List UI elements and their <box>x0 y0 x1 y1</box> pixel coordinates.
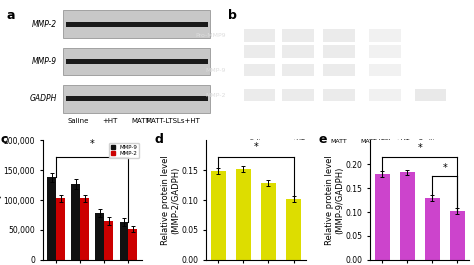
Text: d: d <box>155 133 164 146</box>
Bar <box>119 222 128 260</box>
Bar <box>450 211 465 260</box>
Bar <box>283 45 314 58</box>
Bar <box>369 64 401 76</box>
Text: +HT: +HT <box>291 139 305 144</box>
Bar <box>323 64 355 76</box>
Text: MMP-2: MMP-2 <box>205 93 226 98</box>
Text: MMP-9: MMP-9 <box>205 68 226 73</box>
Bar <box>283 29 314 42</box>
Bar <box>369 29 401 42</box>
Bar <box>65 22 208 26</box>
Bar <box>95 213 104 260</box>
Text: Saline: Saline <box>67 118 89 123</box>
Bar <box>211 171 226 260</box>
Bar <box>323 89 355 101</box>
Bar <box>104 221 113 260</box>
Bar <box>415 89 447 101</box>
Bar <box>286 199 301 260</box>
Bar <box>56 198 65 260</box>
Text: +HT: +HT <box>102 118 117 123</box>
Text: Positive: Positive <box>419 139 443 144</box>
Text: *: * <box>442 163 447 173</box>
Bar <box>369 45 401 58</box>
Text: MMP-2: MMP-2 <box>32 20 57 29</box>
Bar <box>261 183 276 260</box>
Bar <box>236 169 251 260</box>
Text: GADPH: GADPH <box>30 94 57 103</box>
Bar <box>369 89 401 101</box>
Text: MATT-LTSLs+HT: MATT-LTSLs+HT <box>145 118 200 123</box>
Text: MATT: MATT <box>331 139 347 144</box>
Y-axis label: Gelatinase activity
(arbitrary units): Gelatinase activity (arbitrary units) <box>0 161 2 239</box>
Bar <box>64 85 210 113</box>
Bar <box>244 29 275 42</box>
Text: b: b <box>228 9 237 22</box>
Bar <box>283 64 314 76</box>
Bar <box>244 89 275 101</box>
Bar <box>80 198 89 260</box>
Text: Pro-MMP9: Pro-MMP9 <box>195 33 226 38</box>
Bar <box>47 178 56 260</box>
Bar <box>71 184 80 260</box>
Bar <box>323 45 355 58</box>
Bar <box>244 45 275 58</box>
Text: MMP-9: MMP-9 <box>32 57 57 66</box>
Bar <box>65 59 208 64</box>
Text: a: a <box>7 9 15 22</box>
Text: Saline: Saline <box>250 139 269 144</box>
Text: MATT-LTSLs+HT: MATT-LTSLs+HT <box>360 139 410 144</box>
Bar <box>400 173 415 260</box>
Y-axis label: Relative protein level
(MMP-2/GADPH): Relative protein level (MMP-2/GADPH) <box>161 155 180 245</box>
Bar <box>283 89 314 101</box>
Bar <box>323 29 355 42</box>
Bar <box>425 198 440 260</box>
Bar <box>374 174 390 260</box>
Legend: MMP-9, MMP-2: MMP-9, MMP-2 <box>109 143 139 158</box>
Bar <box>128 229 137 260</box>
Bar <box>244 64 275 76</box>
Y-axis label: Relative protein level
(MMP-9/GADPH): Relative protein level (MMP-9/GADPH) <box>325 155 344 245</box>
Text: *: * <box>90 139 95 149</box>
Text: c: c <box>1 133 9 146</box>
Text: e: e <box>319 133 327 146</box>
Bar <box>65 96 208 101</box>
Text: *: * <box>254 142 258 152</box>
Text: MATT: MATT <box>132 118 150 123</box>
Bar <box>64 48 210 75</box>
Text: *: * <box>417 143 422 153</box>
Bar <box>64 10 210 38</box>
